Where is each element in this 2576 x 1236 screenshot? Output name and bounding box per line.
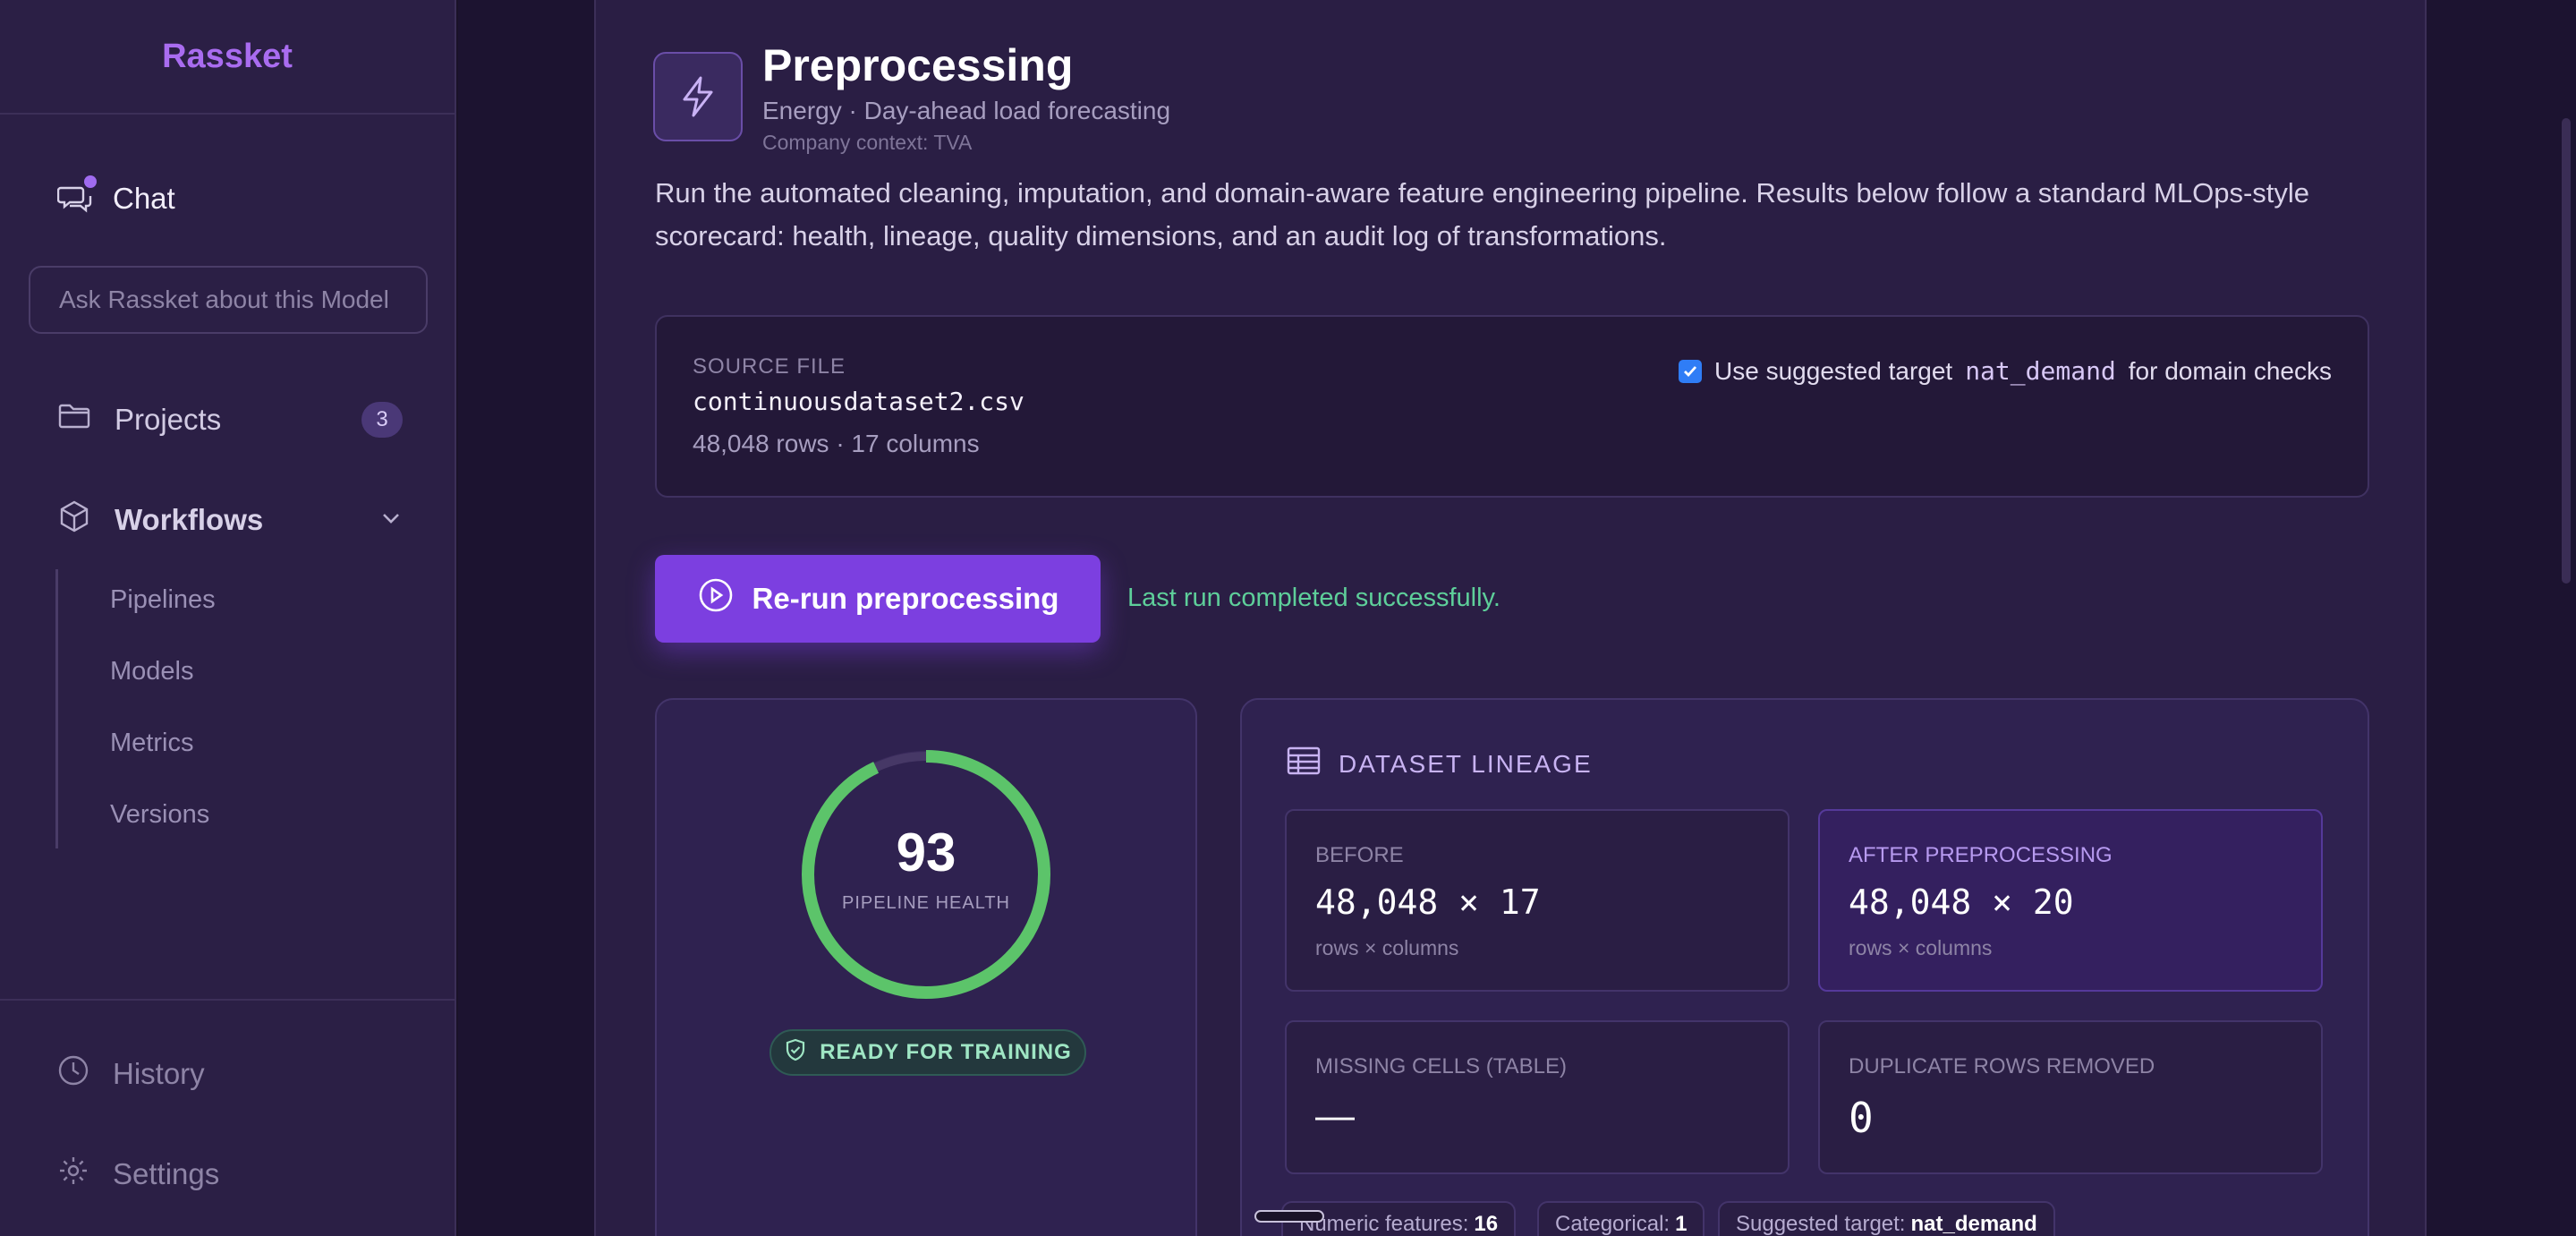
- after-label: AFTER PREPROCESSING: [1849, 843, 2113, 867]
- subnav-metrics[interactable]: Metrics: [110, 729, 194, 757]
- main-content: Preprocessing Energy · Day-ahead load fo…: [594, 0, 2427, 1236]
- nav-chat[interactable]: Chat: [56, 175, 175, 217]
- after-value: 48,048 × 20: [1849, 882, 2074, 922]
- drag-handle[interactable]: [1254, 1210, 1324, 1223]
- nav-settings-label: Settings: [113, 1157, 220, 1190]
- chip-target-value: nat_demand: [1910, 1212, 2037, 1236]
- chip-categorical: Categorical: 1: [1537, 1201, 1705, 1236]
- nav-workflows[interactable]: Workflows: [57, 499, 403, 541]
- chevron-down-icon[interactable]: [379, 503, 403, 537]
- chat-notification-dot: [84, 175, 97, 188]
- ready-badge-label: READY FOR TRAINING: [820, 1040, 1072, 1064]
- page-title: Preprocessing: [762, 40, 1074, 90]
- source-file-meta: 48,048 rows · 17 columns: [693, 430, 980, 457]
- workflows-subnav: [55, 569, 58, 848]
- nav-projects[interactable]: Projects 3: [57, 399, 403, 440]
- chip-target-label: Suggested target:: [1736, 1212, 1906, 1236]
- subnav-pipelines[interactable]: Pipelines: [110, 585, 216, 614]
- ask-rassket-input[interactable]: [29, 266, 428, 334]
- company-context: Company context: TVA: [762, 131, 973, 154]
- source-filename: continuousdataset2.csv: [693, 387, 1024, 416]
- nav-workflows-label: Workflows: [115, 503, 264, 536]
- health-gauge-arc: [802, 750, 1050, 999]
- target-checkbox[interactable]: [1679, 359, 1703, 383]
- health-score: 93: [896, 823, 956, 882]
- content-gutter-left: [458, 0, 594, 1236]
- lineage-header: DATASET LINEAGE: [1287, 746, 1593, 781]
- page-scrollbar[interactable]: [2562, 118, 2571, 584]
- brand-logo[interactable]: Rassket: [0, 0, 455, 115]
- target-suffix-text: for domain checks: [2128, 356, 2332, 385]
- gear-icon: [57, 1155, 89, 1194]
- use-suggested-target-toggle[interactable]: Use suggested target nat_demand for doma…: [1679, 356, 2332, 386]
- target-prefix-text: Use suggested target: [1714, 356, 1953, 385]
- missing-cells-stat: MISSING CELLS (TABLE) —: [1285, 1020, 1790, 1174]
- chip-categorical-value: 1: [1675, 1212, 1688, 1236]
- ready-for-training-badge: READY FOR TRAINING: [769, 1029, 1086, 1076]
- before-value: 48,048 × 17: [1315, 882, 1541, 922]
- content-gutter-right: [2427, 0, 2576, 1236]
- nav-chat-label: Chat: [113, 182, 175, 215]
- subnav-models[interactable]: Models: [110, 657, 194, 686]
- cube-icon: [57, 499, 91, 541]
- folder-icon: [57, 399, 91, 440]
- dataset-lineage-card: DATASET LINEAGE BEFORE 48,048 × 17 rows …: [1240, 698, 2369, 1236]
- subnav-versions[interactable]: Versions: [110, 800, 210, 829]
- clock-icon: [57, 1054, 89, 1094]
- missing-value: —: [1315, 1094, 1355, 1138]
- sidebar-divider: [0, 999, 456, 1001]
- duplicate-rows-stat: DUPLICATE ROWS REMOVED 0: [1818, 1020, 2323, 1174]
- dup-value: 0: [1849, 1094, 1874, 1142]
- page-subtitle: Energy · Day-ahead load forecasting: [762, 97, 1171, 124]
- chip-numeric-label: Numeric features:: [1299, 1212, 1469, 1236]
- projects-count-badge: 3: [361, 402, 403, 438]
- table-icon: [1287, 746, 1321, 781]
- shield-check-icon: [784, 1038, 807, 1068]
- sidebar: Rassket Chat Projects 3 Workf: [0, 0, 456, 1236]
- chip-numeric-value: 16: [1474, 1212, 1499, 1236]
- rerun-preprocessing-button[interactable]: Re-run preprocessing: [655, 555, 1101, 643]
- page-description: Run the automated cleaning, imputation, …: [655, 177, 2310, 251]
- nav-history[interactable]: History: [57, 1054, 205, 1094]
- pipeline-health-card: 93 PIPELINE HEALTH READY FOR TRAINING: [655, 698, 1197, 1236]
- before-stat: BEFORE 48,048 × 17 rows × columns: [1285, 809, 1790, 992]
- source-file-card: SOURCE FILE continuousdataset2.csv 48,04…: [655, 315, 2369, 498]
- play-circle-icon: [697, 576, 735, 621]
- after-sub: rows × columns: [1849, 936, 1993, 959]
- health-gauge: 93 PIPELINE HEALTH: [796, 745, 1056, 1004]
- chat-icon: [56, 175, 97, 217]
- dup-label: DUPLICATE ROWS REMOVED: [1849, 1054, 2155, 1078]
- after-stat: AFTER PREPROCESSING 48,048 × 20 rows × c…: [1818, 809, 2323, 992]
- lightning-icon: [653, 52, 743, 141]
- source-file-label: SOURCE FILE: [693, 354, 846, 379]
- missing-label: MISSING CELLS (TABLE): [1315, 1054, 1567, 1078]
- rerun-button-label: Re-run preprocessing: [752, 582, 1059, 615]
- target-column-name: nat_demand: [1965, 356, 2116, 386]
- lineage-title: DATASET LINEAGE: [1339, 749, 1593, 778]
- run-status-text: Last run completed successfully.: [1127, 584, 1501, 612]
- nav-settings[interactable]: Settings: [57, 1155, 219, 1194]
- chip-suggested-target: Suggested target: nat_demand: [1718, 1201, 2055, 1236]
- nav-history-label: History: [113, 1057, 205, 1090]
- health-label: PIPELINE HEALTH: [841, 893, 1011, 913]
- before-label: BEFORE: [1315, 843, 1404, 867]
- before-sub: rows × columns: [1315, 936, 1459, 959]
- nav-projects-label: Projects: [115, 403, 222, 436]
- chip-categorical-label: Categorical:: [1555, 1212, 1671, 1236]
